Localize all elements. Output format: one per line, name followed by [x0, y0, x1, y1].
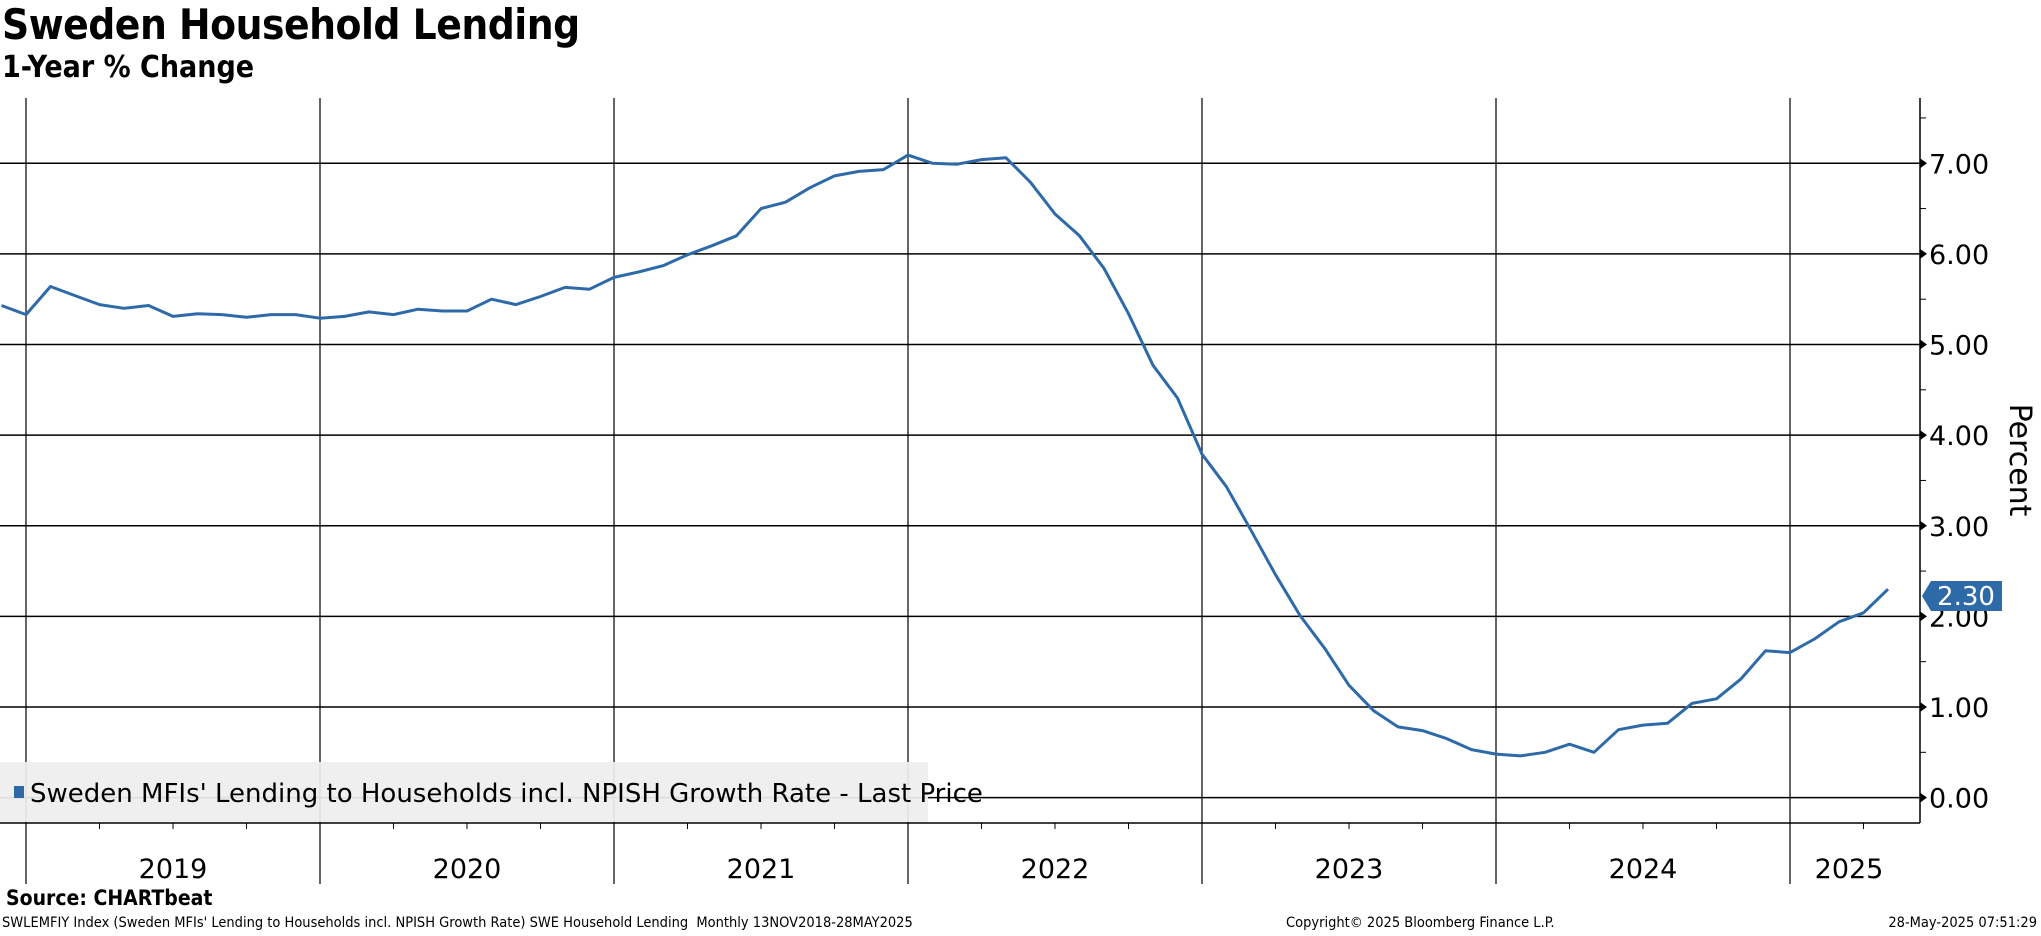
y-tick-label: 4.00: [1929, 421, 1989, 452]
y-tick-arrow: [1920, 158, 1927, 169]
footer-timestamp: 28-May-2025 07:51:29: [1888, 915, 2037, 931]
y-tick-label: 5.00: [1929, 331, 1989, 362]
last-value-label: 2.30: [1937, 582, 1995, 612]
y-tick-label: 1.00: [1929, 693, 1989, 724]
y-tick-arrow: [1920, 430, 1927, 441]
last-value-tag-shape: [1922, 581, 2002, 611]
data-points: [1, 154, 1889, 757]
footer-description: SWLEMFIY Index (Sweden MFIs' Lending to …: [2, 915, 913, 931]
chart-subtitle: 1-Year % Change: [2, 50, 255, 85]
y-tick-arrow: [1920, 520, 1927, 531]
y-tick-arrow: [1920, 339, 1927, 350]
y-tick-arrow: [1920, 248, 1927, 259]
y-tick-arrow: [1920, 702, 1927, 712]
legend-background: [0, 762, 928, 822]
x-tick-label: 2020: [433, 854, 502, 885]
legend-swatch: [14, 786, 24, 798]
x-tick-label: 2025: [1815, 854, 1884, 885]
y-axis-label: Percent: [2002, 404, 2037, 517]
x-tick-label: 2024: [1609, 854, 1678, 885]
x-tick-label: 2022: [1021, 854, 1090, 885]
x-tick-label: 2019: [139, 854, 208, 885]
x-tick-label: 2021: [727, 854, 796, 885]
y-tick-arrow: [1920, 611, 1927, 622]
y-tick-label: 7.00: [1929, 149, 1989, 180]
footer-copyright: Copyright© 2025 Bloomberg Finance L.P.: [1286, 915, 1555, 931]
series-line: [0, 153, 1890, 758]
y-tick-label: 6.00: [1929, 240, 1989, 271]
y-tick-label: 3.00: [1929, 512, 1989, 543]
y-tick-label: 0.00: [1929, 784, 1989, 815]
chart-title: Sweden Household Lending: [2, 0, 580, 49]
legend: Sweden MFIs' Lending to Households incl.…: [0, 762, 983, 822]
x-tick-label: 2023: [1315, 854, 1384, 885]
last-value-tag: 2.30: [1922, 581, 2002, 612]
source-label: Source: CHARTbeat: [6, 886, 213, 910]
y-tick-arrow: [1920, 792, 1927, 803]
legend-label: Sweden MFIs' Lending to Households incl.…: [30, 779, 983, 809]
